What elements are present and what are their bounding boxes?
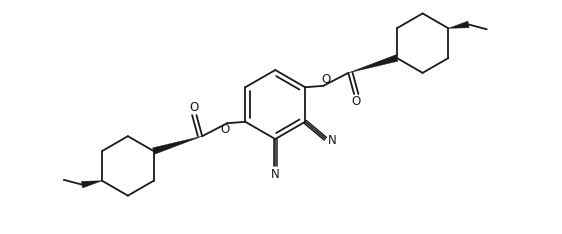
Polygon shape (153, 136, 202, 154)
Polygon shape (81, 181, 102, 188)
Text: O: O (321, 73, 330, 86)
Polygon shape (448, 21, 469, 28)
Polygon shape (348, 55, 398, 73)
Text: N: N (328, 134, 337, 147)
Text: O: O (189, 101, 198, 114)
Text: O: O (352, 95, 361, 108)
Text: N: N (271, 168, 280, 181)
Text: O: O (220, 124, 229, 136)
